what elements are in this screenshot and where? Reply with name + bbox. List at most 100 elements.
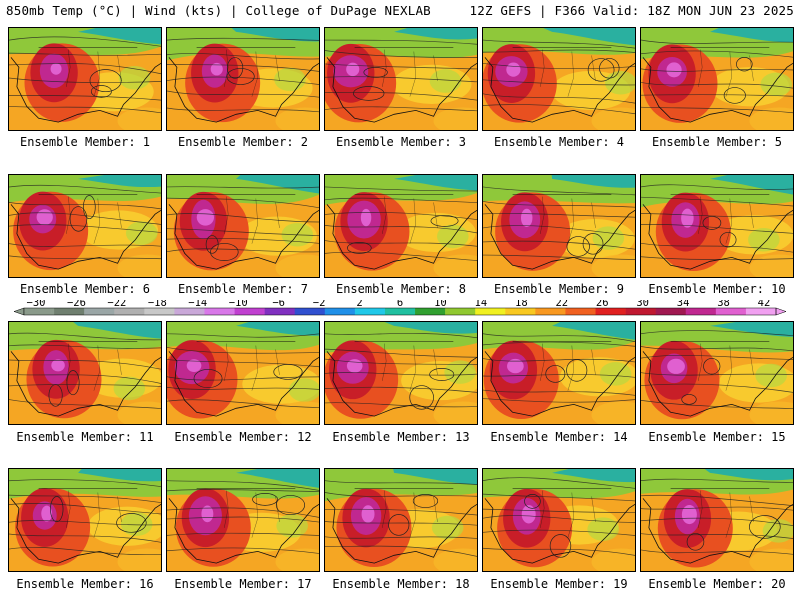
colorbar-segment bbox=[264, 308, 296, 315]
temperature-wind-map bbox=[641, 28, 793, 130]
colorbar-segment bbox=[475, 308, 506, 315]
colorbar-tick-label: 14 bbox=[475, 300, 488, 309]
ensemble-member-label: Ensemble Member: 1 bbox=[19, 135, 151, 149]
temperature-wind-map bbox=[641, 469, 793, 571]
ensemble-map-panel bbox=[640, 321, 794, 425]
temperature-wind-map bbox=[167, 322, 319, 424]
colorbar-tick-label: 42 bbox=[758, 300, 771, 309]
colorbar-segment bbox=[565, 308, 596, 315]
ensemble-member-label: Ensemble Member: 11 bbox=[16, 430, 154, 444]
ensemble-map-panel bbox=[8, 468, 162, 572]
ensemble-member-label: Ensemble Member: 5 bbox=[651, 135, 783, 149]
ensemble-member-label: Ensemble Member: 10 bbox=[648, 282, 786, 296]
ensemble-map-panel bbox=[166, 174, 320, 278]
colorbar-segment bbox=[234, 308, 265, 315]
colorbar-segment bbox=[595, 308, 626, 315]
colorbar-tick-label: 38 bbox=[717, 300, 730, 309]
ensemble-map-panel bbox=[482, 321, 636, 425]
colorbar-segment bbox=[114, 308, 145, 315]
map-title-right: 12Z GEFS | F366 Valid: 18Z MON JUN 23 20… bbox=[469, 3, 794, 18]
ensemble-map-panel bbox=[640, 174, 794, 278]
colorbar-tick-label: 22 bbox=[555, 300, 568, 309]
temperature-wind-map bbox=[9, 28, 161, 130]
temperature-wind-map bbox=[9, 469, 161, 571]
colorbar-segment bbox=[144, 308, 175, 315]
ensemble-member-label: Ensemble Member: 14 bbox=[490, 430, 628, 444]
temperature-wind-map bbox=[483, 469, 635, 571]
temperature-wind-map bbox=[325, 175, 477, 277]
temperature-wind-map bbox=[641, 175, 793, 277]
ensemble-map-panel bbox=[482, 174, 636, 278]
colorbar-tick-label: 30 bbox=[636, 300, 649, 309]
ensemble-member-label: Ensemble Member: 2 bbox=[177, 135, 309, 149]
ensemble-member-label: Ensemble Member: 16 bbox=[16, 577, 154, 591]
colorbar-max-arrow bbox=[775, 307, 786, 316]
temperature-wind-map bbox=[325, 28, 477, 130]
ensemble-member-label: Ensemble Member: 12 bbox=[174, 430, 312, 444]
colorbar-segment bbox=[294, 308, 326, 315]
colorbar-segment bbox=[204, 308, 235, 315]
ensemble-map-panel bbox=[166, 321, 320, 425]
colorbar-tick-label: 26 bbox=[596, 300, 609, 309]
temperature-wind-map bbox=[167, 469, 319, 571]
colorbar-tick-label: −22 bbox=[107, 300, 126, 309]
colorbar-tick-label: −6 bbox=[272, 300, 285, 309]
colorbar-tick-label: −14 bbox=[188, 300, 207, 309]
ensemble-map-panel bbox=[324, 468, 478, 572]
ensemble-member-label: Ensemble Member: 7 bbox=[177, 282, 309, 296]
temperature-wind-map bbox=[641, 322, 793, 424]
colorbar-tick-label: 18 bbox=[515, 300, 528, 309]
colorbar-segment bbox=[625, 308, 656, 315]
colorbar-tick-label: −2 bbox=[313, 300, 326, 309]
colorbar-tick-label: 6 bbox=[397, 300, 403, 309]
colorbar-segment bbox=[415, 308, 446, 315]
colorbar-segment bbox=[174, 308, 205, 315]
ensemble-member-label: Ensemble Member: 19 bbox=[490, 577, 628, 591]
temperature-wind-map bbox=[483, 322, 635, 424]
temperature-wind-map bbox=[167, 28, 319, 130]
colorbar-segment bbox=[84, 308, 115, 315]
colorbar-segment bbox=[24, 308, 55, 315]
ensemble-map-panel bbox=[640, 27, 794, 131]
colorbar-tick-label: 10 bbox=[434, 300, 447, 309]
ensemble-map-panel bbox=[324, 321, 478, 425]
ensemble-member-label: Ensemble Member: 18 bbox=[332, 577, 470, 591]
ensemble-map-panel bbox=[8, 27, 162, 131]
ensemble-member-label: Ensemble Member: 13 bbox=[332, 430, 470, 444]
colorbar-segment bbox=[54, 308, 85, 315]
ensemble-member-label: Ensemble Member: 6 bbox=[19, 282, 151, 296]
ensemble-map-panel bbox=[8, 174, 162, 278]
colorbar-segment bbox=[505, 308, 536, 315]
temperature-wind-map bbox=[9, 175, 161, 277]
colorbar-segment bbox=[685, 308, 717, 315]
ensemble-member-label: Ensemble Member: 3 bbox=[335, 135, 467, 149]
colorbar-tick-label: 34 bbox=[677, 300, 690, 309]
colorbar-segment bbox=[324, 308, 356, 315]
temperature-colorbar: −30 −26 −22 −18 −14 −10 −6 −2 2 6 10 14 18 22 26 30 34 38… bbox=[14, 300, 786, 322]
temperature-wind-map bbox=[483, 175, 635, 277]
colorbar-tick-label: −18 bbox=[148, 300, 167, 309]
colorbar-tick-label: −30 bbox=[27, 300, 46, 309]
colorbar-segment bbox=[535, 308, 566, 315]
colorbar-min-arrow bbox=[14, 307, 25, 316]
colorbar-segment bbox=[445, 308, 476, 315]
map-title-left: 850mb Temp (°C) | Wind (kts) | College o… bbox=[6, 3, 431, 18]
ensemble-member-label: Ensemble Member: 9 bbox=[493, 282, 625, 296]
ensemble-map-panel bbox=[482, 468, 636, 572]
ensemble-member-label: Ensemble Member: 20 bbox=[648, 577, 786, 591]
temperature-wind-map bbox=[325, 469, 477, 571]
ensemble-member-label: Ensemble Member: 17 bbox=[174, 577, 312, 591]
colorbar-tick-label: −10 bbox=[229, 300, 248, 309]
ensemble-map-panel bbox=[324, 27, 478, 131]
temperature-wind-map bbox=[325, 322, 477, 424]
ensemble-map-panel bbox=[482, 27, 636, 131]
colorbar-segment bbox=[354, 308, 386, 315]
ensemble-member-label: Ensemble Member: 4 bbox=[493, 135, 625, 149]
ensemble-map-panel bbox=[324, 174, 478, 278]
ensemble-member-label: Ensemble Member: 15 bbox=[648, 430, 786, 444]
colorbar-segment bbox=[384, 308, 416, 315]
ensemble-member-label: Ensemble Member: 8 bbox=[335, 282, 467, 296]
colorbar-svg: −30 −26 −22 −18 −14 −10 −6 −2 2 6 10 14 18 22 26 30 34 38… bbox=[14, 300, 786, 316]
temperature-wind-map bbox=[167, 175, 319, 277]
colorbar-segment bbox=[715, 308, 747, 315]
